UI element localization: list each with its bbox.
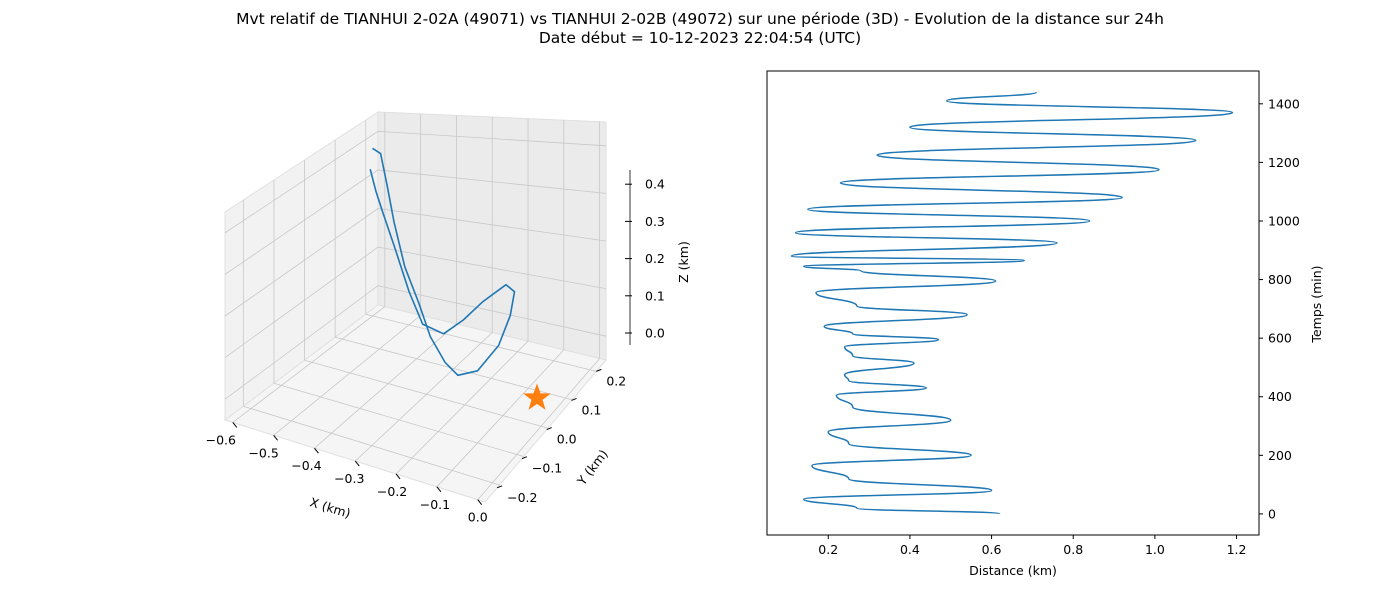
x-tick-mark <box>354 460 360 467</box>
floor-grid-line <box>314 323 457 449</box>
floor-grid-line <box>365 313 597 372</box>
floor-grid-line <box>273 314 421 436</box>
z-tick-label: 0.3 <box>645 214 665 229</box>
y-tick-label: 0.0 <box>557 432 577 447</box>
z-grid-line <box>224 169 607 275</box>
figure-title: Mvt relatif de TIANHUI 2-02A (49071) vs … <box>236 10 1164 28</box>
y-tick-mark <box>571 398 577 401</box>
floor-grid-line <box>477 358 600 500</box>
z-tick-label: 0.0 <box>645 326 665 341</box>
x-tick-mark <box>314 447 319 454</box>
y-tick-label: 400 <box>1268 389 1292 404</box>
y-tick-mark <box>546 427 552 431</box>
y-tick-label: 1200 <box>1268 155 1300 170</box>
y-tick-label: 1000 <box>1268 213 1300 228</box>
x-tick-label: −0.5 <box>248 445 278 460</box>
floor-grid-line <box>354 332 493 462</box>
floor-grid-line <box>436 349 565 488</box>
z-tick-label: 0.1 <box>645 288 665 303</box>
y-tick-label: 0 <box>1268 506 1276 521</box>
x-tick-mark <box>395 473 401 480</box>
x-tick-mark <box>273 435 279 441</box>
x-tick-label: −0.1 <box>420 497 450 512</box>
y-tick-mark <box>496 485 503 489</box>
z-grid-line <box>224 285 607 400</box>
y-tick-label: −0.1 <box>532 461 562 476</box>
y-tick-label: 1400 <box>1268 96 1300 111</box>
y-tick-label: 800 <box>1268 272 1292 287</box>
floor-grid-line <box>304 359 549 429</box>
z-grid-line <box>224 130 607 234</box>
z-axis-label: Z (km) <box>676 241 691 283</box>
x-axis-label: X (km) <box>308 494 352 521</box>
z-tick-label: 0.2 <box>645 251 665 266</box>
figure-subtitle: Date début = 10-12-2023 22:04:54 (UTC) <box>538 29 862 47</box>
y-tick-mark <box>596 368 602 372</box>
floor-grid-line <box>273 382 524 457</box>
x-tick-label: 0.8 <box>1063 542 1083 557</box>
z-grid-line <box>224 208 607 317</box>
y-axis-label: Y (km) <box>573 447 611 489</box>
x-tick-label: −0.4 <box>291 458 321 473</box>
z-tick-label: 0.4 <box>645 177 665 192</box>
x-tick-mark <box>436 486 442 493</box>
x-tick-label: 0.0 <box>468 510 488 525</box>
time-axis-label: Temps (min) <box>1309 265 1324 343</box>
x-tick-label: −0.3 <box>334 471 364 486</box>
y-tick-label: 0.2 <box>606 373 626 388</box>
floor-grid-line <box>243 405 500 486</box>
y-tick-label: −0.2 <box>507 490 537 505</box>
floor-grid-line <box>395 340 529 475</box>
plot-3d: −0.6 −0.5 −0.4 −0.3 −0.2 −0.1 0.0 X (km) −0.2 −0.… <box>206 111 691 525</box>
y-tick-label: 0.1 <box>582 402 602 417</box>
x-tick-label: 0.6 <box>982 542 1002 557</box>
x-tick-label: −0.2 <box>377 484 407 499</box>
relative-motion-line <box>369 147 516 377</box>
plot-distance-time: Distance (km) Temps (min) 0.2 0.4 0.6 0.8 1.… <box>766 70 1324 578</box>
floor-grid-line <box>232 306 386 423</box>
floor-grid-line <box>335 336 573 401</box>
distance-series-line <box>790 91 1234 515</box>
distance-axis-label: Distance (km) <box>969 563 1057 578</box>
x-tick-label: 1.0 <box>1145 542 1165 557</box>
x-tick-label: −0.6 <box>206 432 236 447</box>
y-tick-label: 600 <box>1268 331 1292 346</box>
y-tick-label: 200 <box>1268 448 1292 463</box>
z-grid-line <box>224 246 607 358</box>
x-tick-mark <box>232 422 238 428</box>
x-tick-label: 0.2 <box>818 542 838 557</box>
x-tick-label: 1.2 <box>1227 542 1247 557</box>
y-tick-mark <box>521 456 528 460</box>
x-tick-label: 0.4 <box>900 542 920 557</box>
origin-star-marker <box>523 383 551 410</box>
plot-frame <box>766 70 1260 536</box>
x-tick-mark <box>477 499 483 506</box>
